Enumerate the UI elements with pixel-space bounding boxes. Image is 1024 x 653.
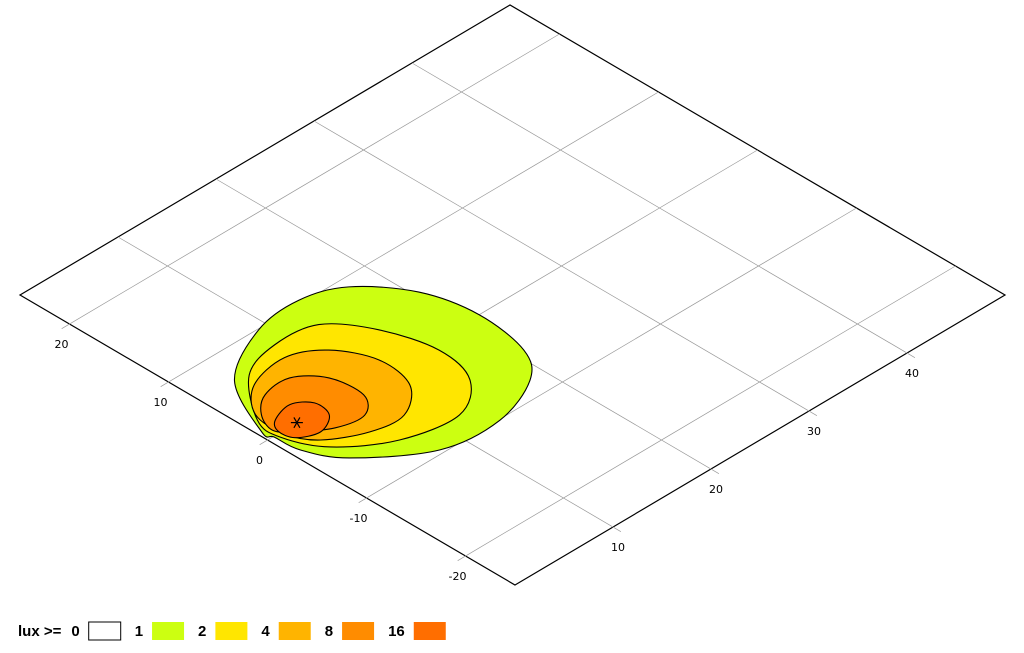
- x-tick-label: 20: [709, 483, 723, 496]
- y-tick-label: 0: [256, 454, 263, 467]
- legend-title: lux >=: [18, 623, 62, 640]
- grid-line: [160, 91, 659, 387]
- plot-frame: [18, 4, 1007, 586]
- legend-swatch: [88, 621, 122, 641]
- legend-label: 2: [198, 623, 206, 640]
- grid: -20 -10 0 10 20 10 20 30 40: [55, 33, 956, 583]
- x-tick-label: 10: [611, 541, 625, 554]
- y-tick-label: -20: [449, 570, 467, 583]
- legend-swatch: [342, 622, 375, 640]
- x-tick-label: 40: [905, 367, 919, 380]
- legend-label: 0: [71, 623, 79, 640]
- grid-line: [411, 62, 916, 358]
- legend-swatch: [215, 622, 248, 640]
- y-tick-label: 20: [55, 338, 69, 351]
- legend-swatch: [413, 622, 446, 640]
- x-tick-label: 30: [807, 425, 821, 438]
- legend-swatch: [278, 622, 311, 640]
- light-source: [290, 417, 303, 429]
- legend-label: 1: [135, 623, 143, 640]
- source-stroke: [293, 417, 301, 429]
- y-tick-label: -10: [350, 512, 368, 525]
- legend-label: 8: [325, 623, 333, 640]
- y-tick-label: 10: [154, 396, 168, 409]
- legend-label: 16: [388, 623, 405, 640]
- frame: [18, 4, 1007, 586]
- grid-line: [313, 120, 818, 416]
- legend-swatch: [152, 622, 185, 640]
- grid-line: [457, 265, 956, 561]
- legend: lux >= 0 1 2 4 8 16: [18, 621, 446, 641]
- contour-band: [273, 401, 331, 439]
- grid-line: [358, 207, 857, 503]
- legend-label: 4: [261, 623, 270, 640]
- grid-line: [61, 33, 560, 329]
- contours: [233, 285, 533, 459]
